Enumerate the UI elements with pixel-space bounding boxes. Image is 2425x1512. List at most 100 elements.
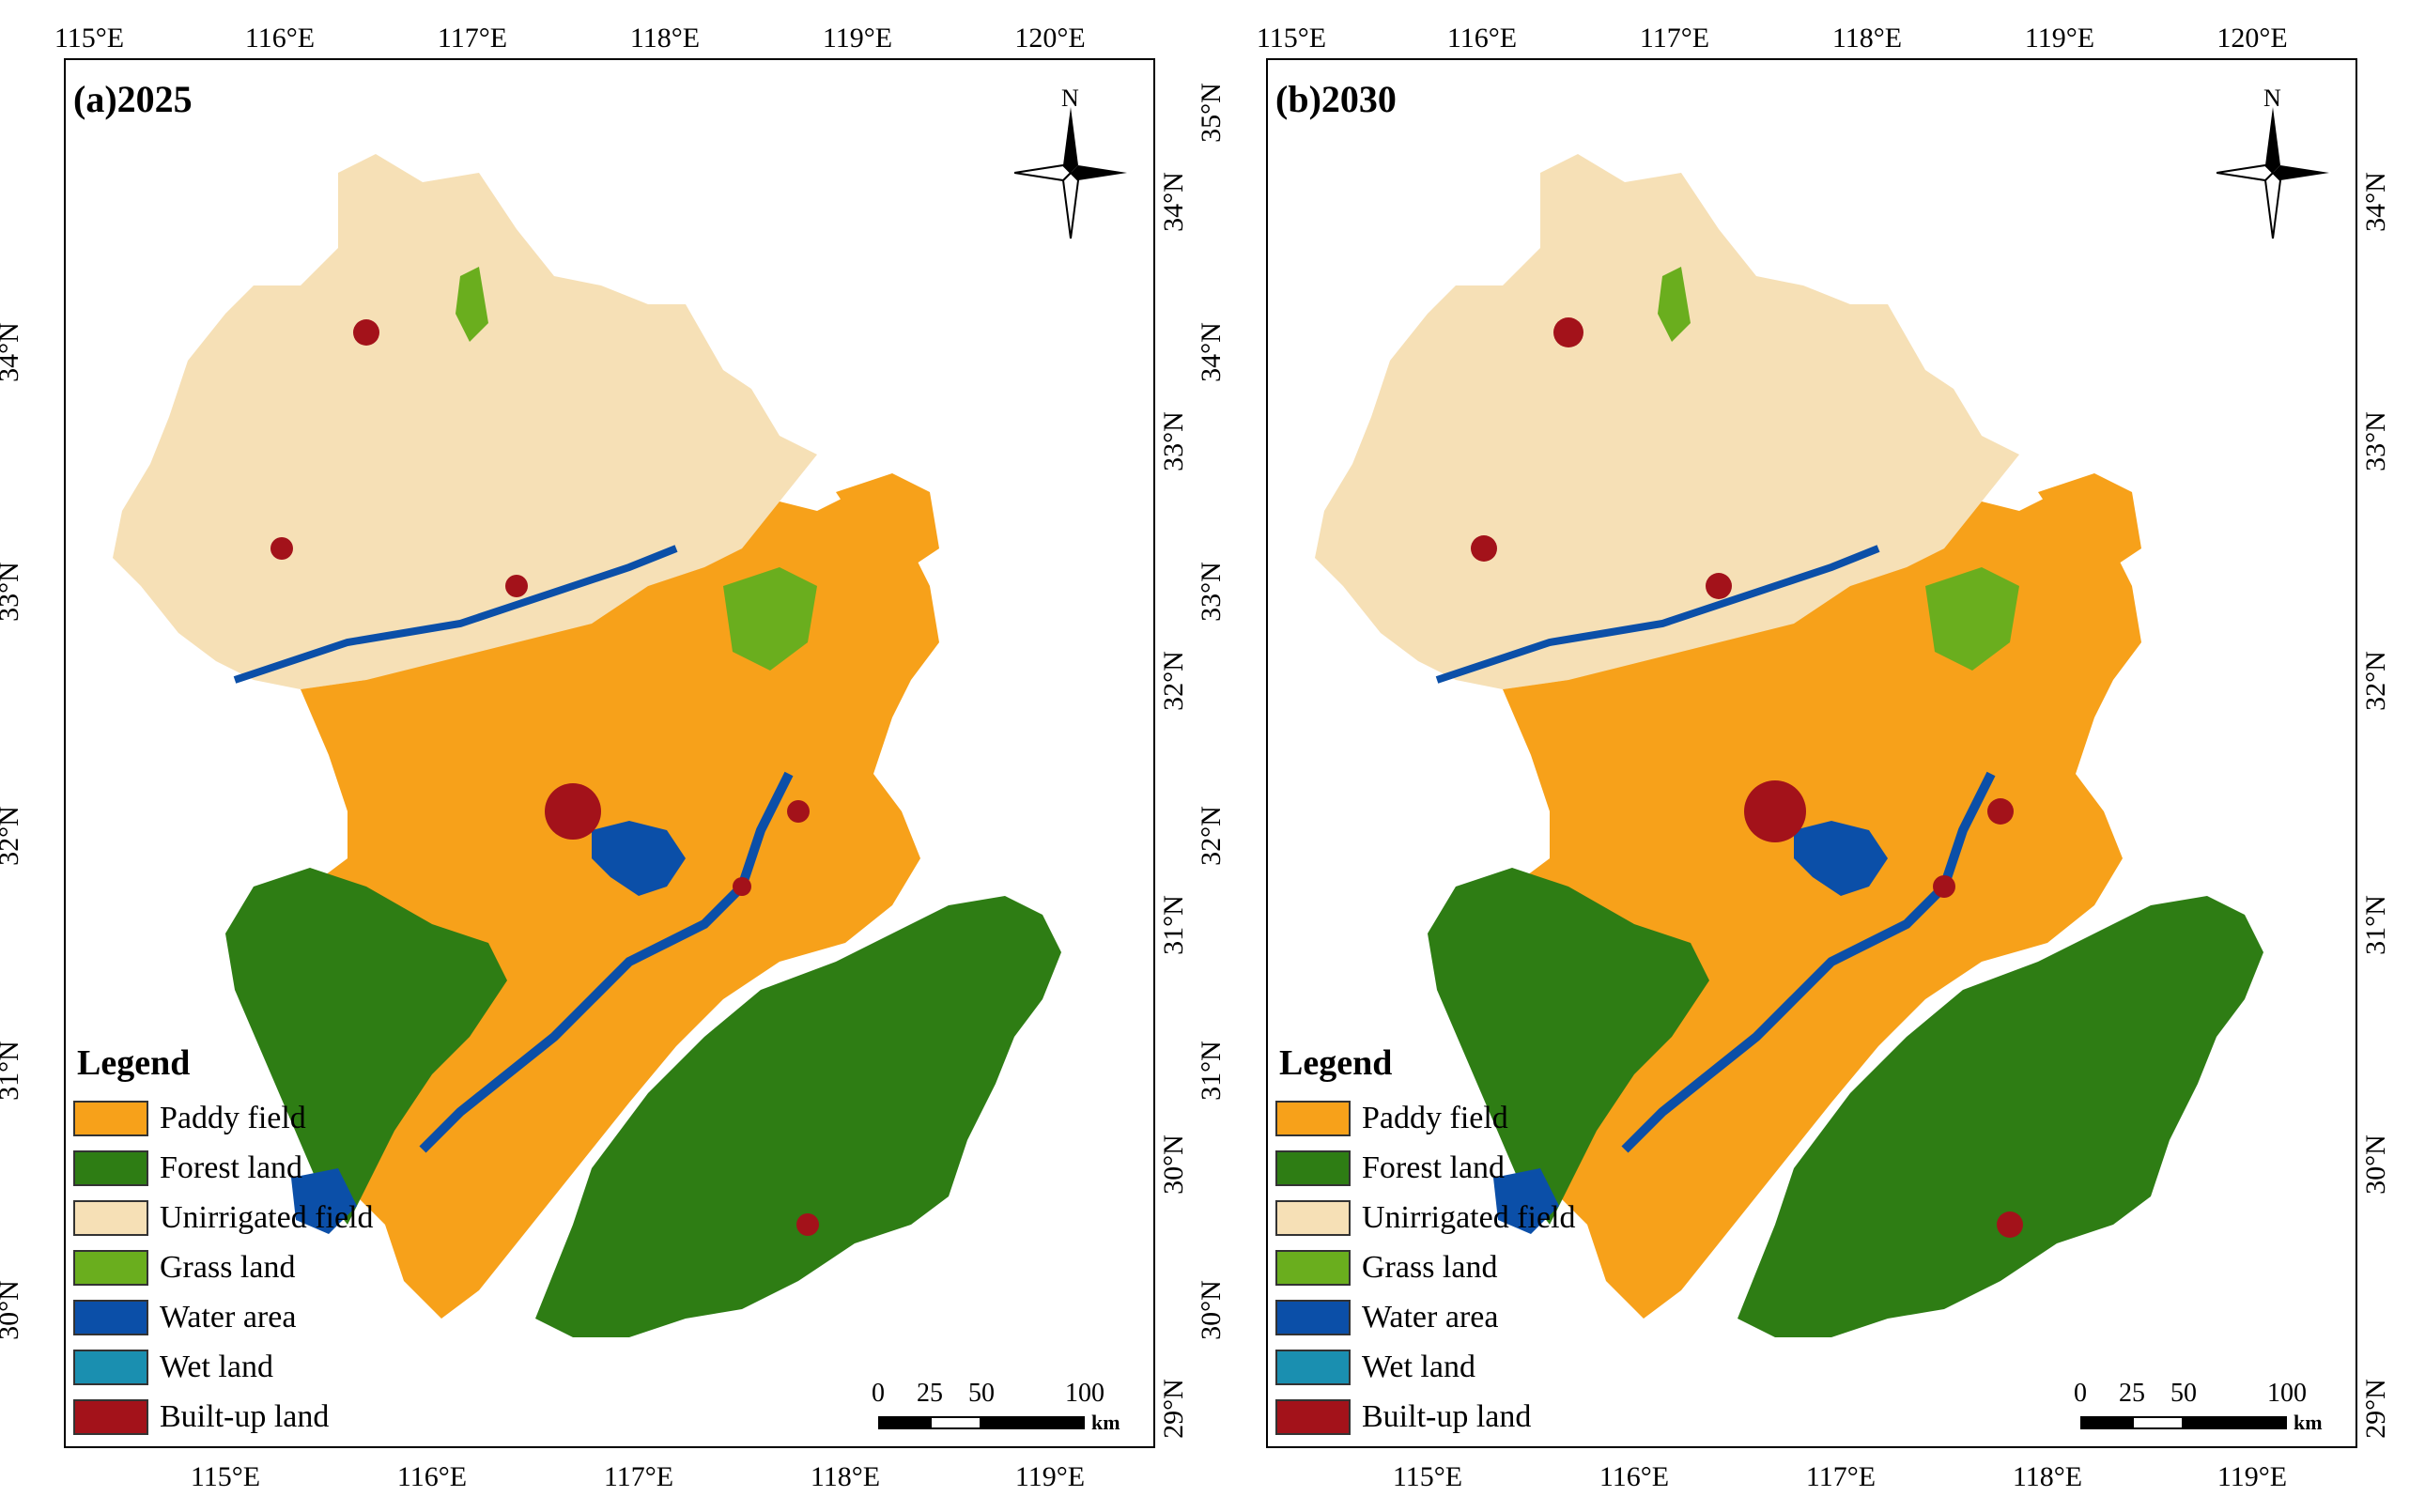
legend-title: Legend xyxy=(1279,1043,1393,1083)
city-huangshan xyxy=(1997,1211,2023,1238)
top-tick: 117°E xyxy=(1639,23,1710,54)
legend-swatch xyxy=(1275,1398,1351,1435)
top-tick: 120°E xyxy=(1014,23,1086,54)
legend-label: Built-up land xyxy=(160,1398,330,1434)
scale-segment xyxy=(2132,1416,2184,1429)
top-tick: 118°E xyxy=(1831,23,1903,54)
left-tick: 35°N xyxy=(1196,83,1227,143)
right-tick: 30°N xyxy=(1158,1134,1189,1195)
left-tick: 32°N xyxy=(1196,806,1227,866)
city-east xyxy=(1987,798,2014,825)
legend: Legend Paddy field Forest land Unirrigat… xyxy=(73,1042,411,1442)
legend-item: Water area xyxy=(1275,1292,1614,1342)
right-tick: 31°N xyxy=(2360,895,2391,955)
right-tick: 30°N xyxy=(2360,1134,2391,1195)
legend-item: Wet land xyxy=(73,1342,411,1392)
paddy-region xyxy=(1456,492,2141,1319)
north-label: N xyxy=(2263,85,2281,112)
top-tick: 119°E xyxy=(2024,23,2095,54)
legend-swatch xyxy=(1275,1249,1351,1286)
map-frame xyxy=(64,58,1155,1448)
right-tick: 32°N xyxy=(2360,651,2391,711)
compass-rose-icon xyxy=(1014,107,1127,239)
legend-item: Unirrigated field xyxy=(1275,1193,1614,1242)
left-tick: 34°N xyxy=(0,322,24,382)
right-tick: 34°N xyxy=(2360,172,2391,232)
forest-south xyxy=(1738,896,2263,1337)
left-tick: 30°N xyxy=(0,1280,24,1340)
left-tick: 34°N xyxy=(1196,322,1227,382)
legend-swatch xyxy=(73,1149,148,1186)
legend-item: Water area xyxy=(73,1292,411,1342)
right-tick: 29°N xyxy=(2360,1379,2391,1439)
yangtze-river xyxy=(1621,771,1996,1153)
city-bengbu xyxy=(505,575,528,597)
city-huangshan xyxy=(796,1213,819,1236)
scale-label: 0 xyxy=(872,1379,885,1408)
scale-label: 100 xyxy=(2267,1379,2307,1408)
city-bengbu xyxy=(1706,573,1732,599)
north-arrow: N xyxy=(2216,85,2329,239)
legend-label: Paddy field xyxy=(1362,1100,1508,1135)
right-tick: 31°N xyxy=(1158,895,1189,955)
bottom-tick: 117°E xyxy=(1805,1461,1877,1492)
top-tick: 117°E xyxy=(437,23,508,54)
left-tick: 31°N xyxy=(0,1041,24,1101)
legend-title: Legend xyxy=(77,1043,191,1083)
north-arrow: N xyxy=(1014,85,1127,239)
city-hefei xyxy=(1744,780,1806,842)
bottom-tick: 116°E xyxy=(396,1461,468,1492)
legend-label: Built-up land xyxy=(1362,1398,1532,1434)
legend-item: Built-up land xyxy=(1275,1392,1614,1442)
land-use-map xyxy=(113,154,1061,1337)
legend-swatch xyxy=(73,1199,148,1236)
legend-swatch xyxy=(73,1299,148,1335)
right-tick: 29°N xyxy=(1158,1379,1189,1439)
legend: Legend Paddy field Forest land Unirrigat… xyxy=(1275,1042,1614,1442)
legend-swatch xyxy=(1275,1100,1351,1136)
scale-label: 50 xyxy=(968,1379,995,1408)
legend-swatch xyxy=(73,1100,148,1136)
legend-item: Paddy field xyxy=(73,1093,411,1143)
scale-bar: 0 25 50 100 km xyxy=(2074,1379,2357,1435)
bottom-tick: 119°E xyxy=(2216,1461,2288,1492)
legend-item: Wet land xyxy=(1275,1342,1614,1392)
scale-label: 25 xyxy=(2119,1379,2145,1408)
north-label: N xyxy=(1061,85,1079,112)
legend-item: Forest land xyxy=(73,1143,411,1193)
huai-river xyxy=(1435,545,1880,684)
legend-label: Water area xyxy=(1362,1299,1499,1335)
legend-label: Wet land xyxy=(160,1349,273,1384)
scale-segment xyxy=(2184,1416,2287,1429)
lake-chaohu xyxy=(1794,821,1888,896)
legend-swatch xyxy=(1275,1349,1351,1385)
bottom-tick: 115°E xyxy=(1392,1461,1463,1492)
city-east xyxy=(787,800,810,823)
grass-north xyxy=(456,267,488,342)
top-tick: 118°E xyxy=(629,23,701,54)
legend-label: Unirrigated field xyxy=(1362,1199,1576,1235)
lake-south xyxy=(291,1168,357,1234)
legend-item: Grass land xyxy=(1275,1242,1614,1292)
city-wuhu xyxy=(733,877,751,896)
compass-rose-icon xyxy=(2216,107,2329,239)
city-north xyxy=(1553,317,1583,347)
forest-west xyxy=(1428,868,1709,1225)
paddy-region xyxy=(254,492,939,1319)
legend-item: Unirrigated field xyxy=(73,1193,411,1242)
top-tick: 115°E xyxy=(54,23,125,54)
right-tick: 33°N xyxy=(2360,411,2391,471)
top-tick: 115°E xyxy=(1256,23,1327,54)
forest-south xyxy=(535,896,1061,1337)
grass-patch xyxy=(723,567,817,671)
city-fuyang xyxy=(270,537,293,560)
legend-swatch xyxy=(73,1249,148,1286)
city-hefei xyxy=(545,783,601,840)
grass-patch xyxy=(1925,567,2019,671)
yangtze-river xyxy=(419,771,794,1153)
lake-south xyxy=(1493,1168,1559,1234)
scale-unit: km xyxy=(1091,1411,1120,1434)
paddy-east xyxy=(2038,473,2141,567)
scale-segment xyxy=(2080,1416,2132,1429)
scale-label: 0 xyxy=(2074,1379,2087,1408)
